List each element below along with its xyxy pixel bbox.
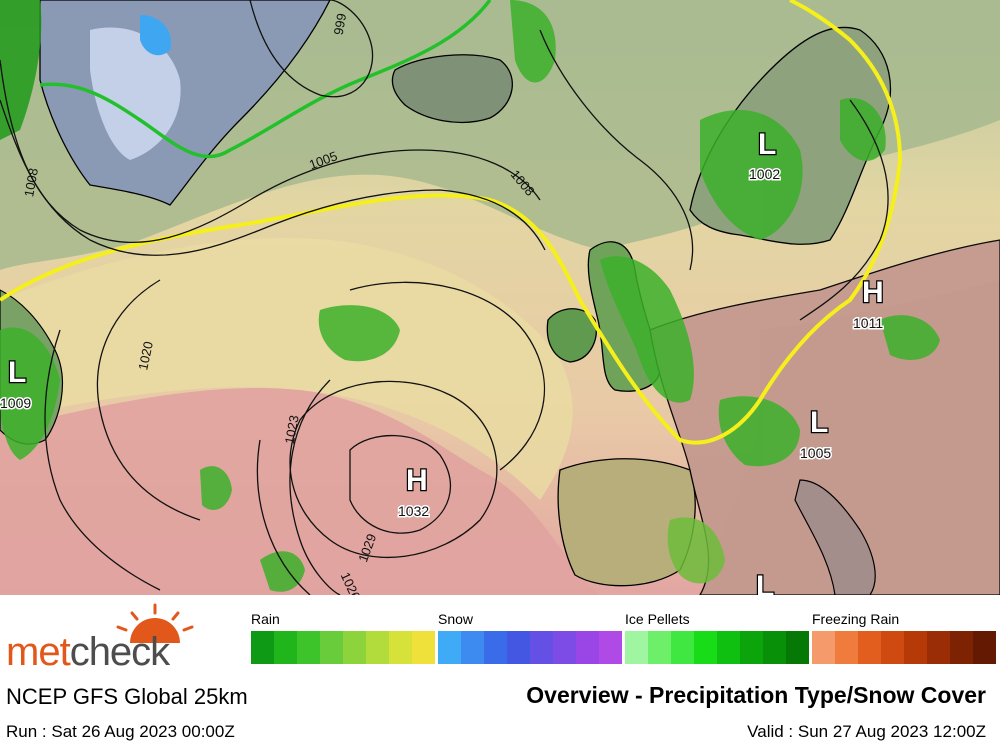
- rain-swatches: [251, 631, 435, 664]
- pressure-system: L: [755, 569, 776, 595]
- low-pressure-symbol: L: [8, 356, 26, 389]
- pressure-value: 1011: [853, 315, 883, 331]
- snow-line: [39, 0, 492, 159]
- isobar-label: 1020: [135, 340, 156, 371]
- high-pressure-symbol: H: [862, 276, 884, 309]
- legend-swatch: [858, 631, 881, 664]
- low-pressure-symbol: L: [756, 570, 774, 595]
- pressure-system: L 1009: [0, 355, 33, 413]
- legend-swatch: [812, 631, 835, 664]
- legend-freezing-rain: Freezing Rain: [812, 610, 996, 664]
- legend-swatch: [599, 631, 622, 664]
- ireland: [546, 308, 597, 363]
- pressure-system: H 1032: [397, 463, 431, 521]
- pressure-system: L 1002: [748, 127, 782, 184]
- pressure-value: 1032: [398, 503, 429, 519]
- isobars: [0, 0, 889, 595]
- pressure-value: 1002: [749, 166, 780, 182]
- freezing-rain-swatches: [812, 631, 996, 664]
- legend-swatch: [904, 631, 927, 664]
- legend-snow: Snow: [438, 610, 622, 664]
- legend-swatch: [412, 631, 435, 664]
- greenland-ice: [90, 27, 181, 160]
- model-name: NCEP GFS Global 25km: [6, 684, 248, 709]
- legend-swatch: [251, 631, 274, 664]
- valid-time: Valid : Sun 27 Aug 2023 12:00Z: [747, 722, 986, 741]
- legend-swatch: [835, 631, 858, 664]
- rain-areas: [0, 0, 940, 592]
- legend-swatch: [881, 631, 904, 664]
- iceland: [391, 54, 513, 124]
- legend-swatch: [927, 631, 950, 664]
- legend-swatch: [694, 631, 717, 664]
- legend-swatch: [625, 631, 648, 664]
- weather-map: 999 1005 1008 1008 1020 1023 1029 1026 L…: [0, 0, 1000, 595]
- legend-title: Snow: [438, 611, 474, 627]
- legend-ice-pellets: Ice Pellets: [625, 610, 809, 664]
- freezing-line: [0, 0, 903, 445]
- logo-part-met: met: [6, 630, 71, 674]
- legend-swatch: [671, 631, 694, 664]
- low-pressure-symbol: L: [758, 128, 776, 161]
- metcheck-logo: metcheck: [6, 630, 170, 674]
- legend-swatch: [343, 631, 366, 664]
- pressure-value: 1009: [0, 395, 31, 411]
- legend-swatch: [786, 631, 809, 664]
- pressure-value: 1005: [800, 445, 831, 461]
- pressure-system: L 1005: [799, 405, 833, 463]
- high-pressure-symbol: H: [406, 464, 428, 497]
- chart-title: Overview - Precipitation Type/Snow Cover: [526, 682, 986, 708]
- run-time: Run : Sat 26 Aug 2023 00:00Z: [6, 722, 235, 741]
- legend-swatch: [274, 631, 297, 664]
- ice-pellets-swatches: [625, 631, 809, 664]
- legend-swatch: [530, 631, 553, 664]
- legend-swatch: [648, 631, 671, 664]
- legend-swatch: [297, 631, 320, 664]
- pressure-system: H 1011: [852, 275, 885, 333]
- legend-swatch: [366, 631, 389, 664]
- legend-rain: Rain: [251, 610, 435, 664]
- low-pressure-symbol: L: [810, 406, 828, 439]
- legend-swatch: [484, 631, 507, 664]
- legend-swatch: [438, 631, 461, 664]
- sun-logo-icon: [116, 603, 194, 643]
- legend-swatch: [973, 631, 996, 664]
- legend-swatch: [461, 631, 484, 664]
- legend-swatch: [576, 631, 599, 664]
- mid-band: [0, 238, 573, 501]
- legend-swatch: [320, 631, 343, 664]
- legend-swatch: [763, 631, 786, 664]
- legend-title: Ice Pellets: [625, 611, 690, 627]
- isobar-label: 1023: [282, 414, 302, 445]
- legend-swatch: [389, 631, 412, 664]
- legend-title: Freezing Rain: [812, 611, 900, 627]
- legend-swatch: [740, 631, 763, 664]
- legend-title: Rain: [251, 611, 280, 627]
- legend-swatch: [553, 631, 576, 664]
- legend-swatch: [717, 631, 740, 664]
- logo-part-check: check: [69, 630, 170, 674]
- italy: [794, 479, 876, 595]
- isobar-label: 999: [331, 12, 350, 36]
- legend-swatch: [507, 631, 530, 664]
- snow-swatches: [438, 631, 622, 664]
- legend-swatch: [950, 631, 973, 664]
- warm-zone: [0, 388, 600, 595]
- isobar-label: 1008: [21, 167, 41, 198]
- greenland-snowpatch: [140, 15, 171, 56]
- legend-panel: [0, 595, 1000, 749]
